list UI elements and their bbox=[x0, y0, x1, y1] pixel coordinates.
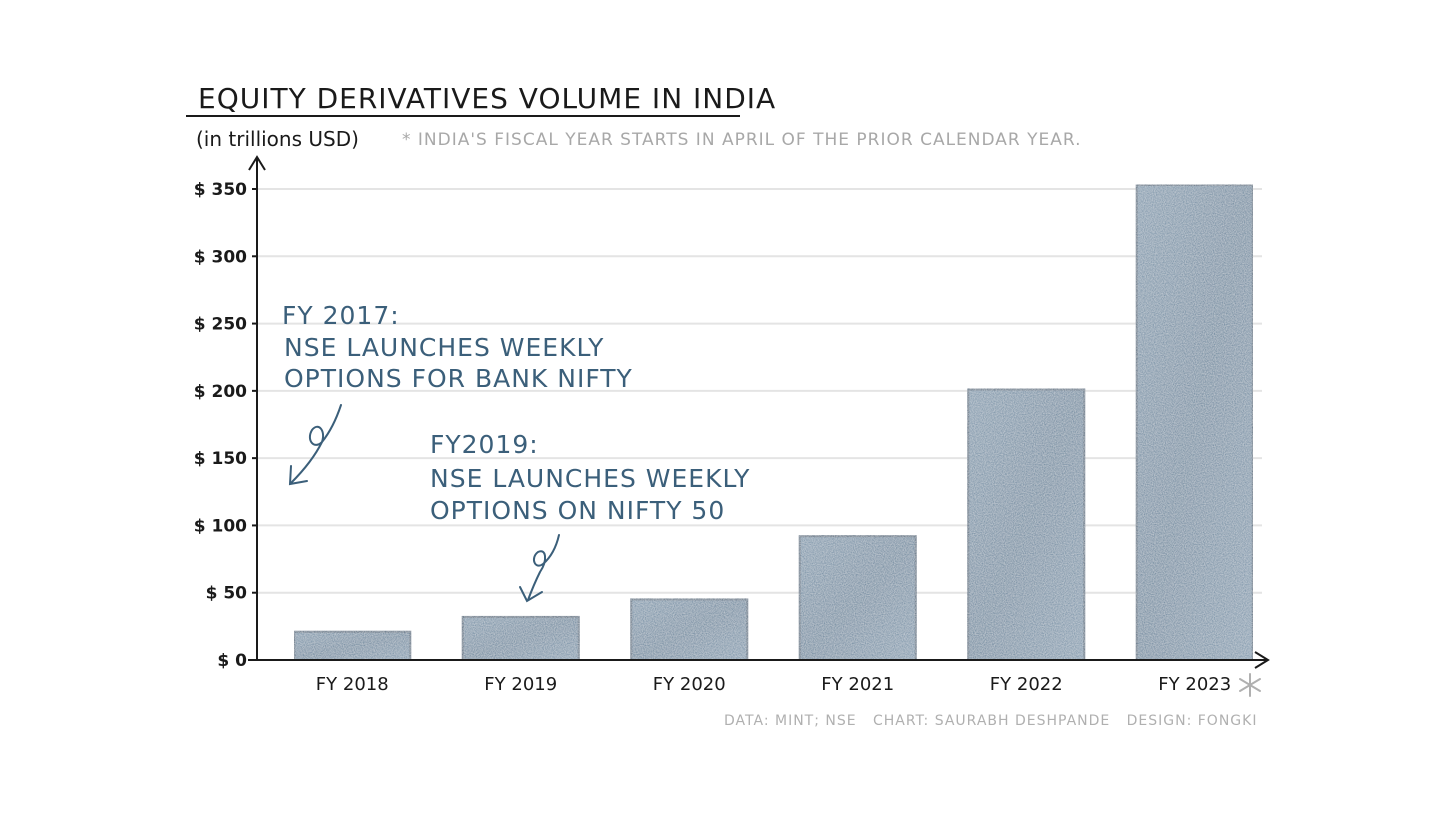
annotation-fy2017-line-2: NSE LAUNCHES WEEKLY bbox=[284, 333, 604, 362]
annotation-fy2019-line-1: FY2019: bbox=[430, 430, 539, 459]
annotation-fy2019-arrowhead bbox=[519, 586, 543, 603]
y-tick-label: $ 350 bbox=[194, 180, 247, 200]
source-credits: DATA: MINT; NSE CHART: SAURABH DESHPANDE… bbox=[724, 713, 1257, 729]
gridlines bbox=[257, 188, 1262, 594]
y-tick-label: $ 250 bbox=[194, 315, 247, 335]
annotation-fy2019: FY2019: NSE LAUNCHES WEEKLY OPTIONS ON N… bbox=[430, 430, 750, 603]
x-axis-ticks: FY 2018 FY 2019 FY 2020 FY 2021 FY 2022 FY 20… bbox=[316, 674, 1231, 695]
chart-title: EQUITY DERIVATIVES VOLUME IN INDIA bbox=[198, 82, 776, 115]
annotation-fy2017: FY 2017: NSE LAUNCHES WEEKLY OPTIONS FOR… bbox=[282, 301, 633, 486]
x-tick-label: FY 2018 bbox=[316, 674, 389, 695]
y-tick-label: $ 100 bbox=[194, 516, 247, 536]
x-tick-label: FY 2023 bbox=[1158, 674, 1231, 695]
y-axis-ticks: $ 0 $ 50 $ 100 $ 150 $ 200 $ 250 $ 300 $ 350 bbox=[194, 180, 257, 671]
x-tick-label: FY 2021 bbox=[821, 674, 894, 695]
x-tick-label: FY 2022 bbox=[990, 674, 1063, 695]
y-tick-label: $ 0 bbox=[217, 651, 247, 671]
annotation-fy2017-line-1: FY 2017: bbox=[282, 301, 400, 330]
annotation-fy2019-line-3: OPTIONS ON NIFTY 50 bbox=[430, 496, 725, 525]
annotation-fy2017-arrow bbox=[290, 404, 342, 484]
bar-fy-2018 bbox=[293, 630, 412, 661]
fiscal-year-note: * INDIA'S FISCAL YEAR STARTS IN APRIL OF… bbox=[402, 130, 1082, 150]
bar-fy-2023 bbox=[1135, 183, 1254, 661]
bar-fy-2021 bbox=[798, 535, 917, 661]
y-axis-unit-label: (in trillions USD) bbox=[196, 127, 359, 151]
bar-fy-2022 bbox=[967, 388, 1086, 661]
y-axis-arrowhead bbox=[248, 155, 266, 171]
asterisk-icon bbox=[1239, 673, 1261, 697]
bars bbox=[293, 183, 1254, 662]
annotation-fy2017-arrowhead bbox=[288, 465, 308, 486]
y-tick-label: $ 50 bbox=[206, 584, 248, 604]
annotation-fy2019-line-2: NSE LAUNCHES WEEKLY bbox=[430, 464, 750, 493]
x-tick-label: FY 2020 bbox=[653, 674, 726, 695]
bar-fy-2020 bbox=[630, 598, 749, 662]
y-tick-label: $ 300 bbox=[194, 247, 247, 267]
x-tick-label: FY 2019 bbox=[484, 674, 557, 695]
y-tick-label: $ 150 bbox=[194, 449, 247, 469]
y-tick-label: $ 200 bbox=[194, 382, 247, 402]
annotation-fy2019-arrow bbox=[527, 534, 560, 601]
annotation-fy2017-line-3: OPTIONS FOR BANK NIFTY bbox=[284, 364, 633, 393]
bar-fy-2019 bbox=[461, 615, 580, 661]
x-axis-arrowhead bbox=[1254, 651, 1270, 669]
